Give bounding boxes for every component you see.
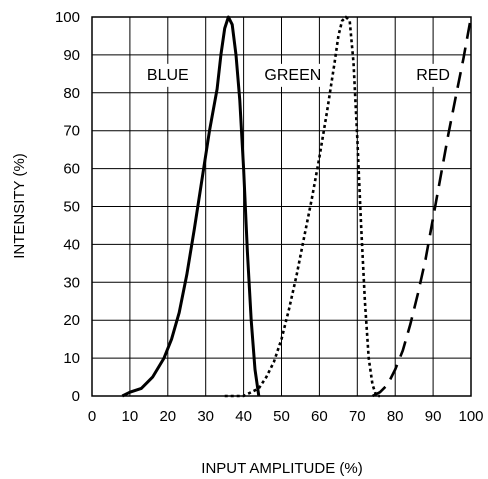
- y-tick-label: 10: [63, 350, 80, 367]
- x-axis-label: INPUT AMPLITUDE (%): [201, 460, 362, 477]
- x-tick-label: 10: [122, 408, 139, 425]
- annotation-label: GREEN: [264, 67, 321, 84]
- series-line-blue: [121, 15, 261, 398]
- plot-frame: [91, 16, 472, 397]
- y-tick-label: 40: [63, 236, 80, 253]
- series-line-red: [371, 16, 473, 398]
- y-tick-label: 60: [63, 161, 80, 178]
- x-tick-label: 30: [197, 408, 214, 425]
- y-tick-label: 100: [55, 9, 80, 26]
- annotation-background: [259, 63, 327, 87]
- y-tick-label: 80: [63, 85, 80, 102]
- y-tick-label: 90: [63, 47, 80, 64]
- y-tick-label: 70: [63, 123, 80, 140]
- x-tick-label: 20: [159, 408, 176, 425]
- y-tick-label: 0: [72, 388, 80, 405]
- annotation-background: [411, 63, 455, 87]
- annotation-red: RED: [411, 63, 455, 87]
- y-tick-label: 20: [63, 312, 80, 329]
- x-tick-label: 40: [235, 408, 252, 425]
- annotation-label: RED: [416, 67, 450, 84]
- y-tick-label: 30: [63, 274, 80, 291]
- y-axis-label: INTENSITY (%): [11, 153, 28, 259]
- annotation-background: [141, 63, 194, 87]
- x-tick-label: 0: [88, 408, 96, 425]
- x-tick-label: 100: [458, 408, 483, 425]
- x-tick-label: 80: [387, 408, 404, 425]
- x-tick-label: 50: [273, 408, 290, 425]
- annotations: BLUE GREEN RED: [141, 63, 455, 87]
- y-tick-label: 50: [63, 199, 80, 216]
- annotation-blue: BLUE: [141, 63, 194, 87]
- y-tick-labels: 0 10 20 30 40 50 60 70 80 90 100: [55, 9, 80, 405]
- x-tick-label: 70: [349, 408, 366, 425]
- annotation-green: GREEN: [259, 63, 327, 87]
- series-group: [121, 15, 473, 398]
- x-tick-label: 60: [311, 408, 328, 425]
- x-tick-label: 90: [425, 408, 442, 425]
- x-tick-labels: 0 10 20 30 40 50 60 70 80 90 100: [88, 408, 484, 425]
- annotation-label: BLUE: [147, 67, 189, 84]
